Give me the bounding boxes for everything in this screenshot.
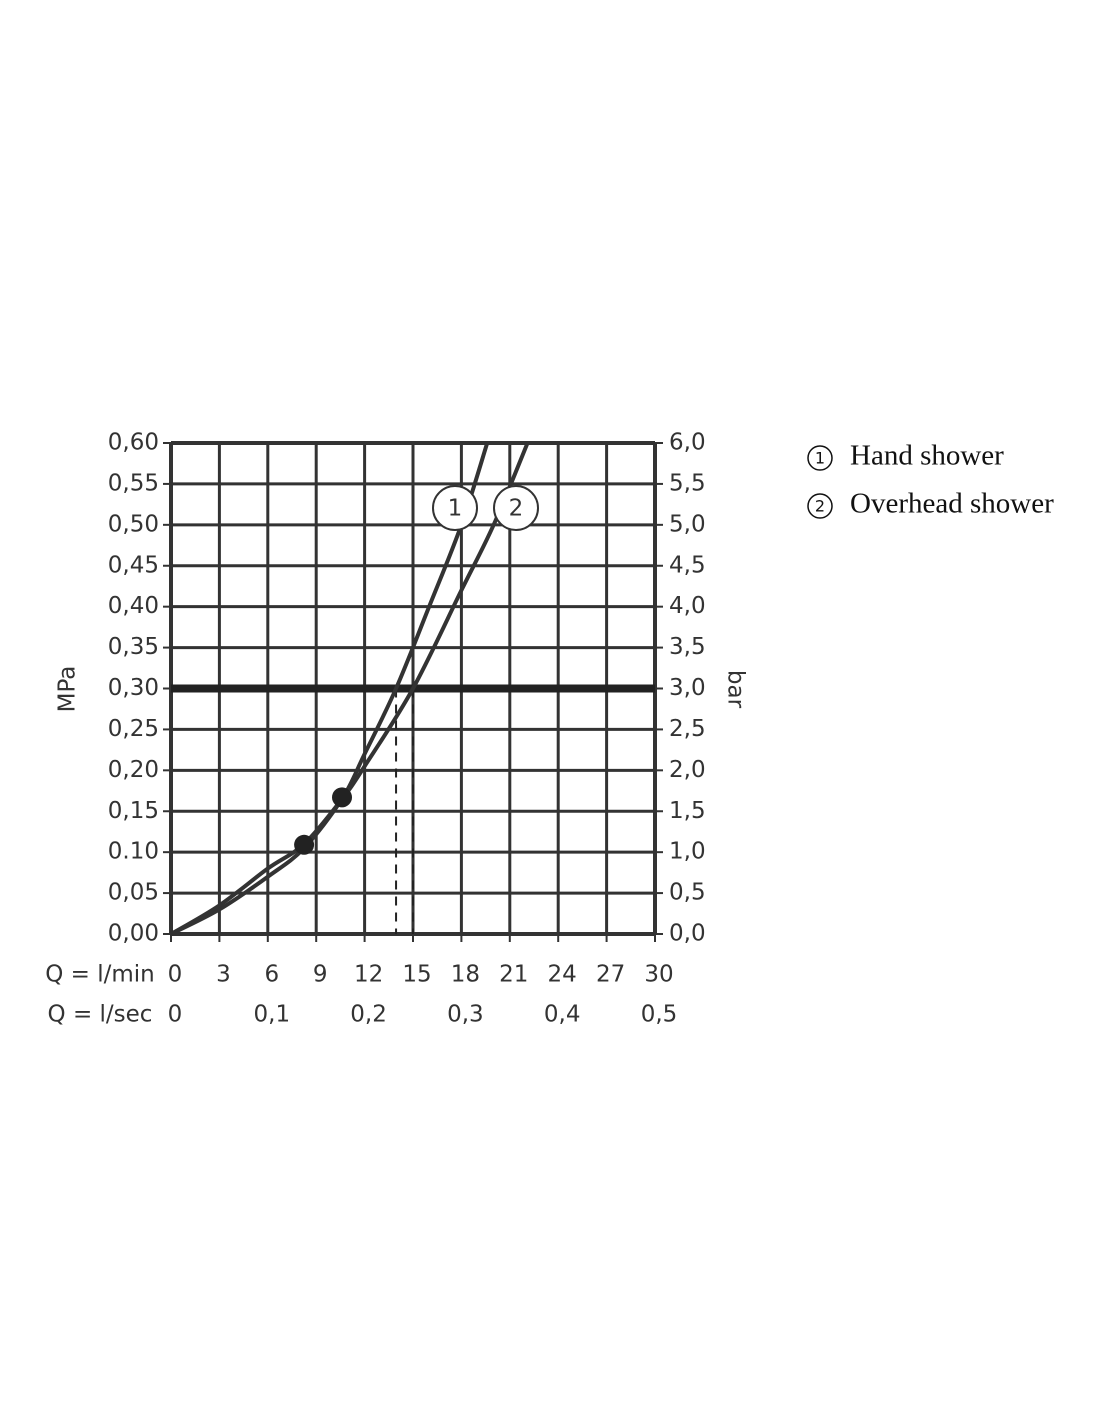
x2-tick-label: 0 — [168, 1002, 183, 1028]
curve-label-circle — [493, 485, 539, 531]
y2-tick-label: 0,0 — [669, 921, 706, 947]
x-tick-label: 30 — [644, 962, 673, 988]
x2-tick-label: 0,4 — [544, 1002, 581, 1028]
legend-number: 1 — [815, 449, 825, 468]
y2-tick-label: 2,5 — [669, 716, 706, 742]
curve-label: 2 — [509, 496, 524, 522]
x-tick-label: 21 — [499, 962, 528, 988]
x-tick-label: 0 — [168, 962, 183, 988]
legend-circle — [807, 493, 833, 519]
x-axis-label: Q = l/min — [45, 962, 155, 988]
y2-tick-label: 1,5 — [669, 798, 706, 824]
y2-tick-label: 0,5 — [669, 880, 706, 906]
x-tick-label: 9 — [313, 962, 328, 988]
y-tick-label: 0,55 — [108, 470, 159, 496]
x-tick-label: 15 — [402, 962, 431, 988]
x-tick-label: 18 — [451, 962, 480, 988]
y-tick-label: 0.10 — [108, 839, 159, 865]
y2-tick-label: 1,0 — [669, 839, 706, 865]
x-tick-label: 6 — [264, 962, 279, 988]
y-tick-label: 0,05 — [108, 880, 159, 906]
y-tick-label: 0,35 — [108, 634, 159, 660]
y2-tick-label: 5,0 — [669, 511, 706, 537]
x-tick-label: 3 — [216, 962, 231, 988]
curve — [169, 442, 530, 936]
y-tick-label: 0,20 — [108, 757, 159, 783]
marker-dot — [332, 787, 353, 808]
x2-tick-label: 0,3 — [447, 1002, 484, 1028]
x2-axis-label: Q = l/sec — [48, 1002, 153, 1028]
y-tick-label: 0,50 — [108, 511, 159, 537]
y2-tick-label: 3,0 — [669, 675, 706, 701]
y2-tick-label: 5,5 — [669, 470, 706, 496]
x-tick-label: 27 — [596, 962, 625, 988]
curve-label: 1 — [448, 496, 463, 522]
y2-tick-label: 2,0 — [669, 757, 706, 783]
y-tick-label: 0,45 — [108, 552, 159, 578]
legend-label: Overhead shower — [850, 488, 1054, 520]
curve-label-circle — [432, 485, 478, 531]
x-tick-label: 12 — [354, 962, 383, 988]
y-tick-label: 0,00 — [108, 921, 159, 947]
y2-tick-label: 6,0 — [669, 430, 706, 456]
x2-tick-label: 0,5 — [641, 1002, 678, 1028]
x-tick-label: 24 — [548, 962, 577, 988]
y-tick-label: 0,60 — [108, 430, 159, 456]
curve — [170, 442, 490, 936]
legend-circle — [807, 445, 833, 471]
y-tick-label: 0,40 — [108, 593, 159, 619]
y2-tick-label: 4,0 — [669, 593, 706, 619]
x2-tick-label: 0,2 — [350, 1002, 387, 1028]
marker-dot — [294, 834, 315, 855]
y-axis-label: MPa — [55, 666, 81, 713]
y-tick-label: 0,25 — [108, 716, 159, 742]
y2-tick-label: 3,5 — [669, 634, 706, 660]
x2-tick-label: 0,1 — [254, 1002, 291, 1028]
y2-tick-label: 4,5 — [669, 552, 706, 578]
y-tick-label: 0,15 — [108, 798, 159, 824]
legend-label: Hand shower — [850, 440, 1004, 472]
legend-number: 2 — [815, 497, 825, 516]
y-tick-label: 0,30 — [108, 675, 159, 701]
y2-axis-label: bar — [723, 670, 749, 709]
